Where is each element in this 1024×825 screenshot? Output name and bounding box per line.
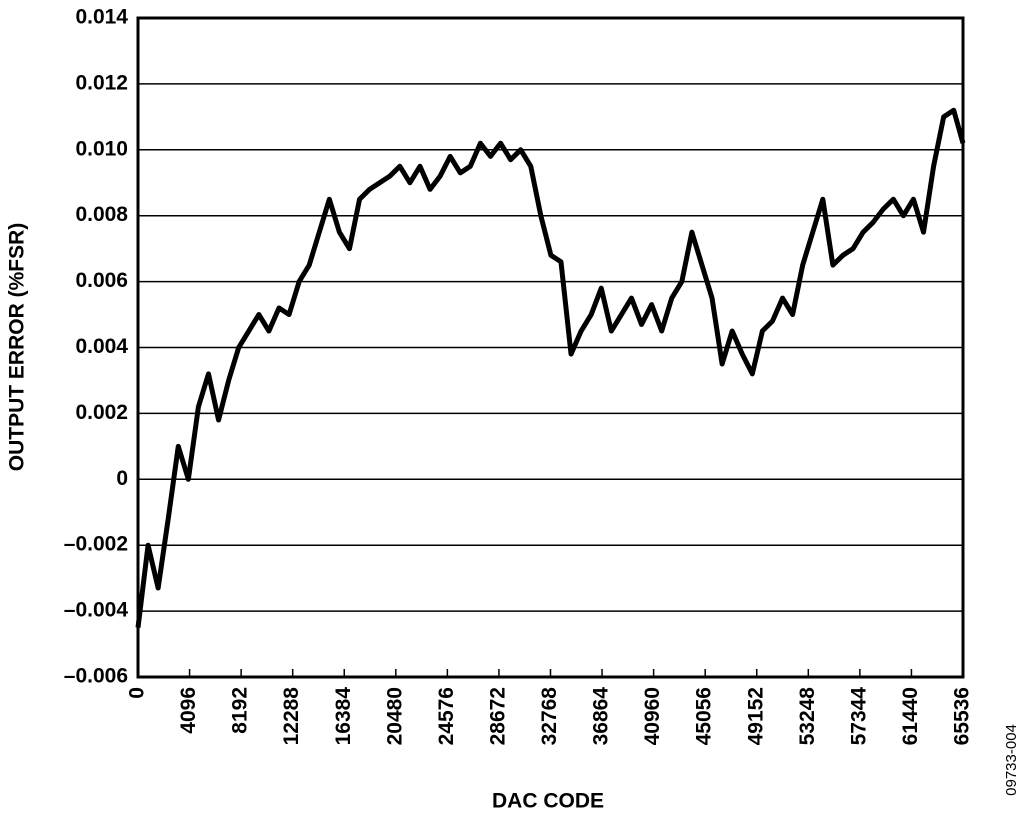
x-tick-label: 61440 — [899, 687, 922, 745]
x-tick-label: 4096 — [177, 687, 200, 734]
x-tick-label: 57344 — [847, 687, 870, 746]
x-tick-label: 24576 — [435, 687, 458, 745]
x-tick-label: 8192 — [229, 687, 252, 734]
y-tick-label: 0.008 — [75, 203, 128, 226]
figure-id: 09733-004 — [1003, 724, 1020, 796]
x-tick-label: 53248 — [796, 687, 819, 746]
x-tick-label: 28672 — [486, 687, 509, 745]
y-tick-label: 0.004 — [75, 335, 128, 358]
x-tick-label: 0 — [126, 687, 149, 699]
y-tick-label: –0.004 — [64, 599, 129, 622]
y-tick-label: –0.006 — [64, 665, 128, 688]
plot-frame — [136, 16, 965, 679]
y-tick-label: 0.010 — [75, 137, 128, 160]
x-tick-label: 16384 — [332, 687, 355, 746]
x-tick-label: 12288 — [280, 687, 303, 746]
x-tick-label: 20480 — [383, 687, 406, 745]
x-tick-label: 45056 — [693, 687, 716, 745]
y-axis-label: OUTPUT ERROR (%FSR) — [6, 223, 29, 472]
y-tick-label: –0.002 — [64, 533, 128, 556]
x-tick-label: 65536 — [951, 687, 974, 745]
y-tick-label: 0.012 — [75, 71, 128, 94]
x-tick-label: 40960 — [641, 687, 664, 745]
y-tick-label: 0.002 — [75, 401, 128, 424]
x-tick-label: 36864 — [590, 687, 613, 746]
x-axis-label: DAC CODE — [492, 790, 604, 813]
y-tick-label: 0.006 — [75, 269, 128, 292]
x-tick-label: 32768 — [538, 687, 561, 746]
y-tick-label: 0.014 — [75, 6, 128, 29]
x-tick-label: 49152 — [744, 687, 767, 745]
data-line — [135, 107, 966, 628]
y-tick-label: 0 — [116, 467, 128, 490]
